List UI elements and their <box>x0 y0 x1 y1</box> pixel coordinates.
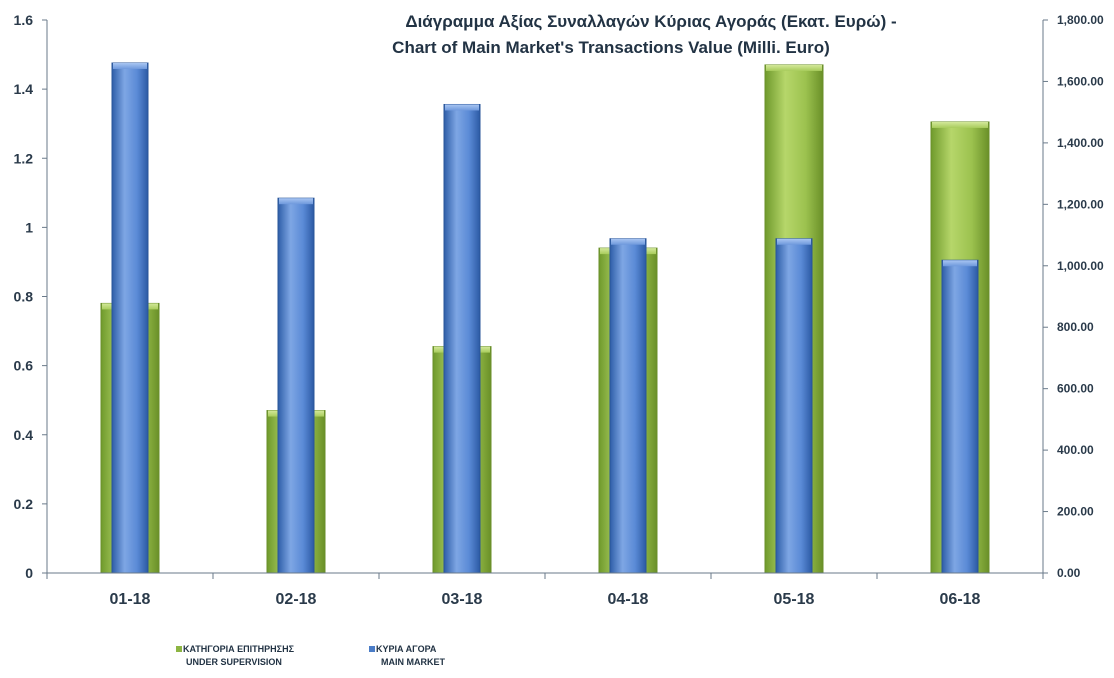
right-tick-label: 200.00 <box>1057 505 1094 519</box>
left-tick-label: 0.8 <box>14 289 34 305</box>
legend-swatch-green <box>176 646 182 652</box>
right-tick-label: 600.00 <box>1057 382 1094 396</box>
right-tick-label: 1,800.00 <box>1057 13 1104 27</box>
bar-main-market-body <box>111 62 149 574</box>
right-tick-label: 0.00 <box>1057 566 1081 580</box>
left-tick-label: 0.2 <box>14 496 34 512</box>
left-tick-label: 0 <box>25 565 33 581</box>
bar-main-market <box>941 259 979 574</box>
bar-main-market-body <box>277 197 315 574</box>
right-tick-label: 400.00 <box>1057 443 1094 457</box>
bar-main-market-cap <box>279 198 313 205</box>
series-under-supervision <box>100 64 990 574</box>
legend-swatch-blue <box>369 646 375 652</box>
chart-title-greek: Διάγραμμα Αξίας Συναλλαγών Κύριας Αγοράς… <box>405 12 896 31</box>
legend-item-main-market: ΚΥΡΙΑ ΑΓΟΡΑ MAIN MARKET <box>369 644 445 667</box>
bar-main-market <box>277 197 315 574</box>
bar-main-market <box>609 238 647 574</box>
category-label: 06-18 <box>940 591 981 608</box>
chart-title-english: Chart of Main Market's Transactions Valu… <box>392 38 830 57</box>
left-tick-label: 1.6 <box>14 12 34 28</box>
right-axis-ticks: 0.00 200.00 400.00 600.00 800.00 1,000.00 1,20… <box>1043 13 1104 580</box>
left-tick-label: 0.4 <box>14 427 34 443</box>
left-tick-label: 1.2 <box>14 150 34 166</box>
bar-main-market-cap <box>611 238 645 245</box>
bar-main-market-cap <box>943 260 977 267</box>
legend-item-under-supervision: ΚΑΤΗΓΟΡΙΑ ΕΠΙΤΗΡΗΣΗΣ UNDER SUPERVISION <box>176 644 295 667</box>
legend: ΚΑΤΗΓΟΡΙΑ ΕΠΙΤΗΡΗΣΗΣ UNDER SUPERVISION Κ… <box>176 644 445 667</box>
right-tick-label: 1,000.00 <box>1057 259 1104 273</box>
category-axis-ticks: 01-18 02-18 03-18 04-18 05-18 06-18 <box>46 573 1044 608</box>
bar-main-market-body <box>941 259 979 574</box>
category-label: 05-18 <box>774 591 815 608</box>
left-axis-ticks: 0 0.2 0.4 0.6 0.8 1 1.2 1.4 1.6 <box>14 12 47 581</box>
series-main-market <box>111 62 979 574</box>
bar-main-market-cap <box>113 63 147 70</box>
bar-main-market <box>443 103 481 574</box>
right-tick-label: 1,600.00 <box>1057 74 1104 88</box>
legend-label-main-market-gr: ΚΥΡΙΑ ΑΓΟΡΑ <box>376 644 437 654</box>
bar-main-market-cap <box>777 238 811 245</box>
bar-under-supervision-cap <box>766 64 822 71</box>
bar-main-market-body <box>443 103 481 574</box>
legend-label-under-supervision-en: UNDER SUPERVISION <box>186 657 282 667</box>
bar-main-market <box>775 238 813 574</box>
left-tick-label: 1.4 <box>14 81 34 97</box>
bar-main-market-cap <box>445 104 479 111</box>
bar-main-market <box>111 62 149 574</box>
legend-label-main-market-en: MAIN MARKET <box>381 657 445 667</box>
legend-label-under-supervision-gr: ΚΑΤΗΓΟΡΙΑ ΕΠΙΤΗΡΗΣΗΣ <box>183 644 295 654</box>
category-label: 04-18 <box>608 591 649 608</box>
left-tick-label: 0.6 <box>14 358 34 374</box>
bar-main-market-body <box>775 238 813 574</box>
right-tick-label: 1,400.00 <box>1057 136 1104 150</box>
right-tick-label: 800.00 <box>1057 320 1094 334</box>
right-tick-label: 1,200.00 <box>1057 197 1104 211</box>
bar-main-market-body <box>609 238 647 574</box>
left-tick-label: 1 <box>25 219 33 235</box>
category-label: 01-18 <box>110 591 151 608</box>
category-label: 03-18 <box>442 591 483 608</box>
bar-under-supervision-cap <box>932 121 988 128</box>
category-label: 02-18 <box>276 591 317 608</box>
